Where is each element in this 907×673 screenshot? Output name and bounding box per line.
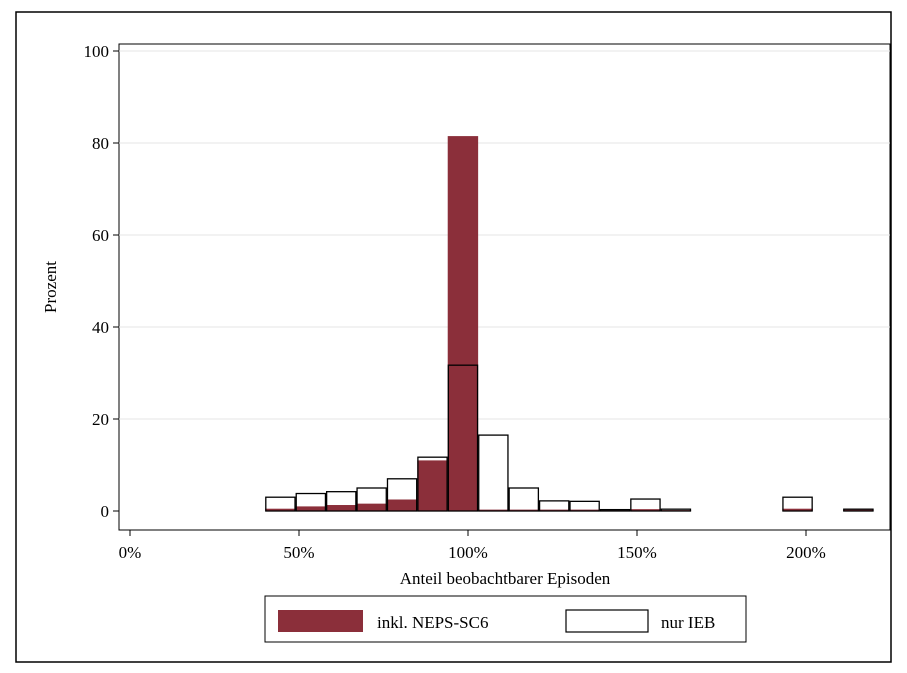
x-axis-label: Anteil beobachtbarer Episoden [400,569,611,588]
bar-inkl-neps-sc6-6 [447,136,479,511]
bar-nur-ieb-10 [569,500,600,512]
bar-nur-ieb-11 [599,508,631,512]
bar-nur-ieb-7 [478,434,509,512]
bar-inkl-neps-sc6-4 [386,499,418,511]
bar-nur-ieb-12 [630,498,661,512]
legend: inkl. NEPS-SC6 nur IEB [264,595,747,643]
y-tick-label-0: 0 [101,502,110,521]
grid-lines [119,50,890,420]
bar-nur-ieb-6 [447,364,479,512]
series-nur-ieb [265,364,874,512]
bar-nur-ieb-1 [295,492,327,512]
legend-label-inkl-neps-sc6: inkl. NEPS-SC6 [377,613,488,632]
bar-inkl-neps-sc6-12 [630,509,661,511]
y-tick-label-100: 100 [84,42,110,61]
bar-nur-ieb-13 [660,508,692,512]
legend-swatch-inkl-neps-sc6 [278,610,363,632]
legend-swatch-nur-ieb [565,609,649,633]
y-axis-label: Prozent [41,261,60,313]
bar-nur-ieb-4 [386,478,418,512]
bar-inkl-neps-sc6-0 [265,508,296,511]
bar-inkl-neps-sc6-8 [508,509,539,511]
bar-inkl-neps-sc6-7 [478,509,509,511]
x-tick-label-50: 50% [283,543,314,562]
bar-nur-ieb-14 [782,496,813,512]
bar-inkl-neps-sc6-9 [538,509,570,511]
bar-inkl-neps-sc6-5 [417,460,448,511]
bar-inkl-neps-sc6-1 [295,506,327,511]
legend-label-nur-ieb: nur IEB [661,613,715,632]
bar-nur-ieb-8 [508,487,540,512]
bar-nur-ieb-9 [538,500,570,512]
y-tick-label-40: 40 [92,318,109,337]
x-tick-label-0: 0% [119,543,142,562]
bar-inkl-neps-sc6-15 [843,509,874,511]
series-inkl-neps-sc6 [265,136,874,511]
axes: 0 20 40 60 80 100 0% 50% 100% 150% 200% [84,42,826,562]
x-tick-label-150: 150% [617,543,657,562]
y-tick-label-20: 20 [92,410,109,429]
bar-nur-ieb-2 [325,491,357,512]
bar-inkl-neps-sc6-2 [326,505,357,511]
bar-inkl-neps-sc6-14 [782,508,813,511]
bar-nur-ieb-15 [843,508,874,512]
bar-nur-ieb-3 [356,487,387,512]
bar-inkl-neps-sc6-3 [356,503,387,511]
y-tick-label-80: 80 [92,134,109,153]
bar-nur-ieb-0 [265,496,296,512]
bar-nur-ieb-5 [417,456,448,512]
x-tick-label-200: 200% [786,543,826,562]
y-tick-label-60: 60 [92,226,109,245]
plot-area [118,43,891,531]
bar-inkl-neps-sc6-10 [569,509,600,511]
x-tick-label-100: 100% [448,543,488,562]
